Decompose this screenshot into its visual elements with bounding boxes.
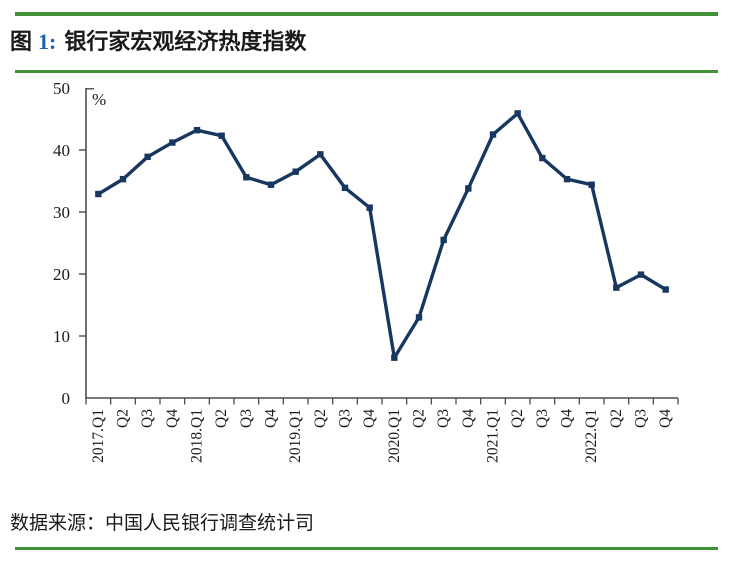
x-tick-label: Q3 — [534, 409, 551, 428]
data-point-marker — [465, 185, 472, 192]
top-divider — [15, 12, 718, 16]
figure-title: 图 1: 银行家宏观经济热度指数 — [10, 24, 306, 56]
data-point-marker — [662, 286, 669, 293]
x-tick-label: Q4 — [657, 409, 674, 428]
y-tick-label: 30 — [53, 203, 70, 222]
heat-index-line-chart: 0 10 20 30 40 50% 2017.Q1 Q2 Q3 Q4 2018.Q1 Q2 Q3 Q4 20… — [53, 80, 679, 463]
data-point-marker — [119, 175, 127, 183]
y-tick-label: 40 — [53, 141, 70, 160]
x-tick-label: Q4 — [164, 409, 181, 428]
x-tick-label: 2020.Q1 — [386, 409, 403, 463]
x-tick-label: Q2 — [213, 409, 230, 428]
y-tick-label: 20 — [53, 265, 70, 284]
data-point-marker — [366, 204, 373, 211]
data-point-marker — [539, 154, 546, 162]
data-point-marker — [292, 168, 299, 175]
figure-title-text: 银行家宏观经济热度指数 — [64, 29, 307, 54]
data-point-marker — [588, 181, 595, 188]
data-point-marker — [415, 314, 423, 321]
data-point-marker — [243, 174, 250, 181]
data-point-marker — [440, 236, 447, 244]
data-point-marker — [193, 126, 201, 134]
x-tick-label: Q3 — [435, 409, 452, 428]
x-tick-label: 2017.Q1 — [90, 409, 107, 463]
x-tick-label: Q3 — [337, 409, 354, 428]
series-line — [96, 111, 668, 360]
x-tick-label: Q4 — [263, 409, 280, 428]
data-point-marker — [317, 151, 324, 158]
data-point-marker — [391, 354, 398, 361]
x-tick-label: Q2 — [509, 409, 526, 428]
x-tick-label: 2019.Q1 — [287, 409, 304, 463]
y-tick-label: 0 — [62, 389, 71, 408]
data-point-marker — [341, 184, 349, 192]
data-point-marker — [267, 181, 275, 188]
x-tick-label: 2018.Q1 — [189, 409, 206, 463]
x-tick-label: Q3 — [633, 409, 650, 428]
x-tick-label: 2021.Q1 — [485, 409, 502, 463]
data-point-marker — [514, 110, 521, 117]
data-point-marker — [637, 271, 645, 278]
bottom-divider — [15, 547, 718, 550]
title-divider — [15, 70, 718, 73]
x-tick-label: 2022.Q1 — [583, 409, 600, 463]
data-point-marker — [563, 175, 571, 183]
data-point-marker — [169, 139, 176, 146]
x-tick-label: Q3 — [238, 409, 255, 428]
x-tick-label: Q4 — [460, 409, 477, 428]
data-point-marker — [218, 132, 225, 139]
x-tick-label: Q4 — [361, 409, 378, 428]
data-point-marker — [95, 190, 102, 198]
x-tick-label: Q2 — [411, 409, 428, 428]
x-tick-label: Q4 — [559, 409, 576, 428]
data-point-marker — [613, 284, 620, 291]
x-tick-label: Q2 — [312, 409, 329, 428]
y-unit-label: % — [92, 90, 106, 109]
data-point-marker — [489, 131, 497, 138]
data-source-note: 数据来源：中国人民银行调查统计司 — [10, 513, 315, 534]
figure-number: 1: — [38, 29, 57, 54]
x-tick-label: Q3 — [139, 409, 156, 428]
x-tick-label: Q2 — [115, 409, 132, 428]
y-tick-label: 50 — [53, 80, 70, 98]
figure-label: 图 — [10, 29, 33, 54]
y-tick-label: 10 — [53, 327, 70, 346]
x-tick-label: Q2 — [608, 409, 625, 428]
data-point-marker — [144, 153, 151, 161]
